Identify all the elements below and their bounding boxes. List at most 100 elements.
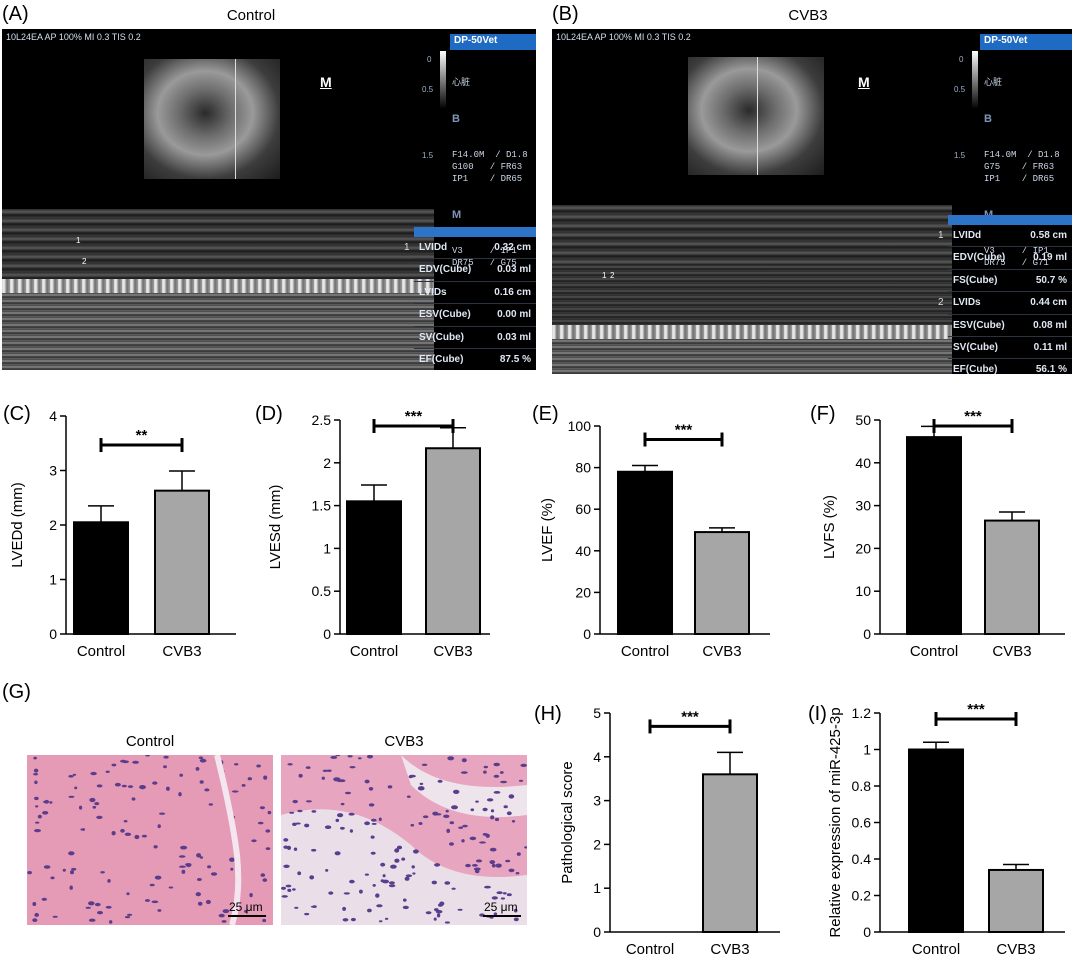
nucleus (123, 820, 128, 823)
nucleus (364, 779, 370, 784)
nucleus (241, 784, 246, 787)
nucleus (34, 912, 39, 917)
nucleus (297, 809, 303, 813)
nucleus (344, 791, 352, 795)
y-tick-label: 0.2 (852, 888, 872, 904)
nucleus (433, 917, 437, 921)
nucleus (90, 771, 97, 776)
nucleus (475, 859, 483, 863)
nucleus (159, 812, 166, 815)
us-measure-name: EF(Cube) (953, 364, 998, 374)
us-mmode-middle (552, 265, 952, 325)
y-tick-label: 80 (575, 460, 591, 476)
nucleus (432, 811, 439, 816)
ultrasound-control: 10L24EA AP 100% MI 0.3 TIS 0.2 DP-50Vet … (2, 29, 536, 370)
nucleus (120, 759, 127, 763)
nucleus (37, 814, 42, 819)
nucleus (127, 785, 134, 788)
nucleus (199, 780, 204, 784)
nucleus (342, 918, 349, 922)
nucleus (89, 797, 96, 803)
y-tick-label: 3 (593, 793, 601, 809)
bar-control (908, 748, 964, 933)
nucleus (508, 794, 515, 799)
us-measure-name: LVIDd (419, 242, 448, 253)
nucleus (283, 838, 289, 842)
significance-label: ** (136, 427, 148, 444)
nucleus (347, 755, 353, 758)
us-measure-value: 87.5 % (499, 353, 531, 365)
nucleus (32, 902, 37, 906)
us-measure-row: 1 LVIDd 0.32 cm (404, 237, 536, 260)
us-marker: 1 (76, 236, 81, 245)
us-m-logo: M (858, 74, 870, 90)
y-tick-label: 10 (855, 583, 871, 599)
nucleus (443, 814, 450, 818)
us-bmode-image (144, 59, 280, 179)
x-tick-label: CVB3 (992, 643, 1031, 660)
us-mode-m: M (452, 209, 462, 221)
nucleus (493, 791, 501, 794)
nucleus (390, 864, 397, 869)
y-tick-label: 2 (593, 836, 601, 852)
nucleus (511, 820, 516, 823)
nucleus (234, 763, 239, 766)
x-tick-label: CVB3 (710, 941, 749, 958)
y-tick-label: 4 (593, 749, 601, 765)
nucleus (500, 780, 508, 784)
nucleus (221, 920, 227, 923)
nucleus (180, 845, 188, 850)
nucleus (42, 811, 49, 815)
histology-cvb3-image (281, 755, 527, 925)
nucleus (425, 911, 432, 915)
nucleus (368, 787, 374, 791)
histology-label-cvb3: CVB3 (384, 733, 424, 750)
us-measure-value: 0.03 ml (497, 331, 531, 343)
x-tick-label: Control (621, 643, 669, 660)
nucleus (489, 860, 496, 865)
nucleus (262, 878, 268, 882)
nucleus (210, 872, 218, 876)
nucleus (384, 917, 389, 920)
bar-cvb3 (694, 531, 750, 636)
bar-control (73, 521, 129, 636)
y-tick-label: 1.2 (852, 705, 872, 721)
nucleus (80, 828, 85, 831)
nucleus (349, 766, 356, 769)
nucleus (292, 799, 298, 804)
us-measure-row: EDV(Cube) 0.19 ml (948, 247, 1072, 270)
nucleus (281, 886, 286, 890)
panel-letter-e: (E) (532, 403, 559, 425)
us-measure-row: SV(Cube) 0.03 ml (414, 327, 536, 349)
nucleus (359, 889, 363, 894)
nucleus (92, 805, 97, 809)
us-scale-tick: 1.5 (954, 151, 966, 160)
us-marker: 2 (82, 257, 87, 266)
nucleus (470, 808, 475, 812)
nucleus (460, 771, 468, 774)
nucleus (131, 797, 136, 801)
nucleus (324, 825, 332, 829)
us-bmode-image (688, 57, 824, 175)
nucleus (166, 786, 170, 791)
nucleus (68, 851, 75, 856)
nucleus (72, 773, 77, 776)
nucleus (195, 892, 201, 897)
nucleus (493, 762, 500, 767)
nucleus (111, 831, 116, 836)
us-mmode-wall (2, 279, 434, 293)
nucleus (335, 818, 340, 823)
nucleus (134, 834, 140, 840)
nucleus (85, 906, 91, 909)
nucleus (199, 856, 204, 859)
nucleus (506, 811, 512, 816)
significance-label: *** (681, 708, 699, 725)
nucleus (195, 767, 200, 771)
nucleus (145, 899, 150, 902)
us-measure-value: 0.19 ml (1033, 252, 1067, 264)
nucleus (378, 920, 383, 923)
nucleus (419, 782, 424, 785)
us-measure-row: SV(Cube) 0.11 ml (948, 337, 1072, 360)
nucleus (461, 758, 467, 763)
us-measure-header (948, 215, 1072, 225)
